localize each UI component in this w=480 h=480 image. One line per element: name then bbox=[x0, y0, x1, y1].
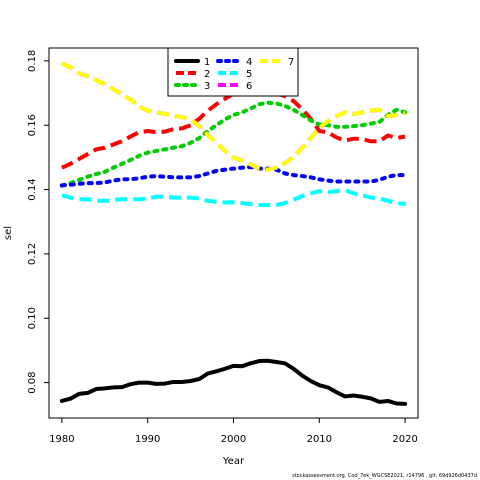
series-line-5 bbox=[61, 188, 406, 208]
x-tick-label: 2020 bbox=[392, 434, 417, 445]
legend-label-3: 3 bbox=[204, 81, 210, 92]
legend-label-5: 5 bbox=[246, 69, 252, 80]
y-tick-label: 0.08 bbox=[27, 371, 38, 393]
y-tick-label: 0.10 bbox=[27, 307, 38, 329]
series-layer bbox=[59, 61, 408, 406]
legend-label-7: 7 bbox=[288, 57, 294, 68]
plot-frame bbox=[48, 47, 419, 419]
legend: 123 456 7 bbox=[167, 47, 299, 97]
x-tick-label: 2010 bbox=[307, 434, 332, 445]
series-line-3 bbox=[59, 100, 408, 188]
y-tick-label: 0.16 bbox=[27, 114, 38, 136]
legend-label-2: 2 bbox=[204, 69, 210, 80]
y-axis-title: sel bbox=[3, 226, 14, 240]
series-line-7 bbox=[61, 61, 406, 172]
x-tick-label: 1980 bbox=[49, 434, 74, 445]
legend-label-1: 1 bbox=[204, 57, 210, 68]
series-line-1 bbox=[59, 358, 408, 406]
y-tick-label: 0.18 bbox=[27, 50, 38, 72]
x-tick-label: 2000 bbox=[221, 434, 246, 445]
y-axis: 0.08 0.10 0.12 0.14 0.16 0.18 bbox=[27, 50, 49, 394]
x-axis: 1980 1990 2000 2010 2020 bbox=[49, 418, 418, 445]
x-tick-label: 1990 bbox=[135, 434, 160, 445]
series-line-4 bbox=[59, 165, 408, 188]
legend-label-4: 4 bbox=[246, 57, 252, 68]
x-axis-title: Year bbox=[222, 456, 245, 467]
y-tick-label: 0.12 bbox=[27, 243, 38, 265]
footer-text: stockassessment.org, Cod_7ek_WGCSE2021, … bbox=[292, 473, 477, 479]
legend-label-6: 6 bbox=[246, 81, 252, 92]
y-tick-label: 0.14 bbox=[27, 178, 38, 200]
